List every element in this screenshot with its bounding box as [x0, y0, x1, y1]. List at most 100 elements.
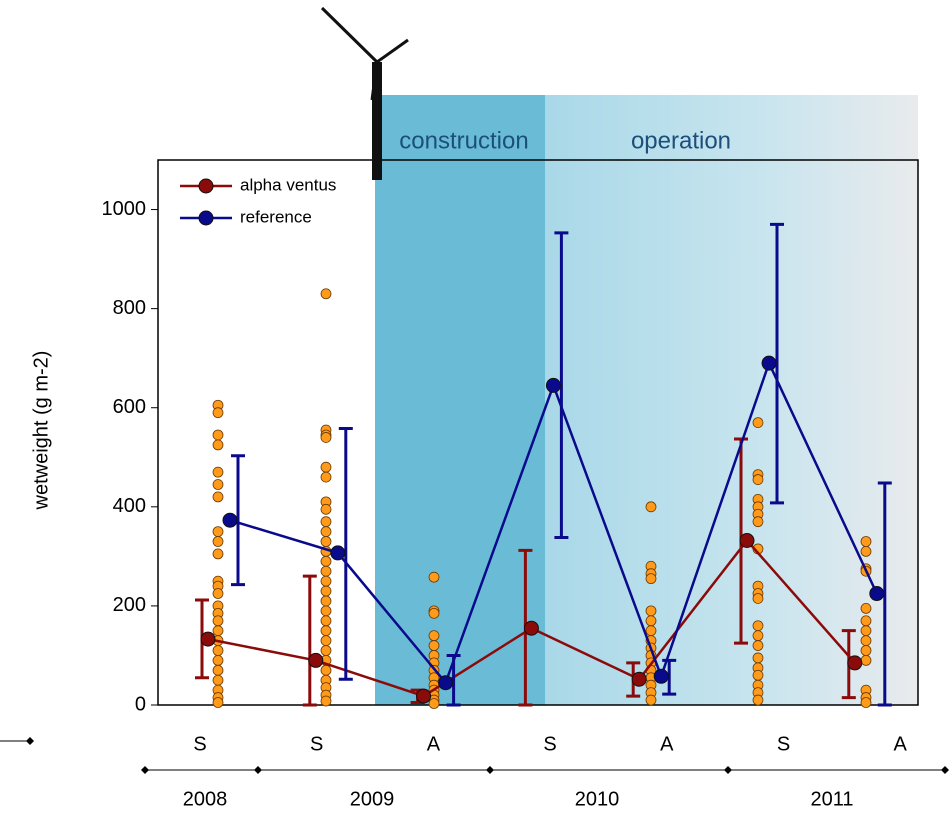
data-point [330, 545, 346, 561]
year-label: 2009 [350, 788, 395, 810]
axis-diamond [486, 766, 494, 774]
sample-point [752, 593, 764, 604]
sample-point [860, 536, 872, 547]
legend-marker [198, 210, 214, 226]
sample-point [320, 555, 332, 567]
x-tick-label: S [310, 733, 323, 755]
error-bar [662, 658, 677, 696]
sample-point [860, 697, 872, 708]
legend-marker [198, 178, 214, 194]
sample-point [212, 548, 224, 560]
sample-point [752, 640, 764, 651]
axis-diamond [254, 766, 262, 774]
x-tick-label: A [427, 733, 441, 755]
sample-point [752, 417, 764, 428]
sample-point [645, 625, 657, 637]
sample-point [752, 630, 764, 642]
sample-point [752, 620, 764, 632]
error-bar [554, 231, 569, 540]
y-tick-label: 1000 [102, 198, 147, 220]
sample-point [428, 607, 440, 619]
sample-point [212, 526, 224, 537]
sample-point [320, 595, 332, 607]
sample-point [212, 429, 224, 441]
x-tick-label: S [777, 733, 790, 755]
sample-point [212, 588, 224, 599]
sample-point [320, 516, 332, 528]
sample-point [212, 439, 224, 451]
sample-point [860, 546, 872, 557]
sample-point [212, 615, 224, 627]
construction-zone [375, 95, 545, 705]
sample-point [645, 615, 657, 627]
sample-point [752, 516, 764, 528]
sample-point [860, 635, 872, 646]
sample-point [320, 536, 332, 547]
y-tick-label: 400 [113, 495, 146, 517]
data-point [308, 652, 324, 668]
y-axis-label: wetweight (g m-2) [30, 351, 52, 511]
sample-point [212, 674, 224, 686]
data-point [631, 671, 647, 687]
sample-point [428, 640, 440, 651]
sample-point [860, 602, 872, 614]
sample-point [428, 630, 440, 642]
sample-point [212, 536, 224, 547]
y-tick-label: 600 [113, 396, 146, 418]
data-point [739, 533, 755, 549]
data-point [438, 675, 454, 691]
data-point [869, 586, 885, 602]
axis-diamond [941, 766, 949, 774]
turbine-icon [320, 6, 409, 180]
data-point [545, 377, 561, 393]
data-point [200, 631, 216, 647]
sample-point [212, 697, 224, 708]
year-label: 2011 [810, 788, 853, 810]
data-point [653, 668, 669, 684]
axis-diamond [724, 766, 732, 774]
sample-point [320, 695, 332, 707]
error-bar [231, 454, 245, 587]
error-bar [338, 427, 353, 681]
sample-point [752, 669, 764, 681]
sample-point [320, 503, 332, 515]
axis-diamond [26, 737, 34, 745]
sample-point [752, 474, 764, 485]
sample-point [860, 615, 872, 627]
sample-point [645, 694, 657, 706]
sample-point [860, 645, 872, 656]
sample-point [645, 605, 657, 617]
sample-point [212, 491, 224, 503]
sample-point [752, 652, 764, 664]
data-point [847, 655, 863, 671]
data-point [416, 688, 432, 704]
sample-point [428, 571, 440, 583]
sample-point [320, 461, 332, 473]
y-tick-label: 800 [113, 297, 146, 319]
sample-point [320, 635, 332, 646]
sample-point [320, 432, 332, 443]
error-bar [877, 481, 892, 707]
data-point [761, 355, 777, 371]
sample-point [320, 585, 332, 597]
sample-point [860, 655, 872, 666]
sample-point [320, 615, 332, 627]
plot-frame [157, 159, 919, 706]
y-tick-label: 0 [135, 693, 146, 715]
sample-point [320, 471, 332, 483]
sample-point [320, 664, 332, 676]
x-tick-label: S [543, 733, 556, 755]
sample-point [212, 645, 224, 656]
sample-point [320, 526, 332, 537]
legend-label: alpha ventus [240, 175, 336, 194]
legend-label: reference [240, 207, 312, 226]
sample-point [428, 698, 440, 709]
operation-zone [545, 95, 918, 705]
period-label: operation [631, 127, 731, 154]
error-bar [302, 574, 317, 707]
data-point [523, 620, 539, 636]
sample-point [645, 573, 657, 585]
sample-point [645, 501, 657, 513]
sample-point [212, 625, 224, 637]
